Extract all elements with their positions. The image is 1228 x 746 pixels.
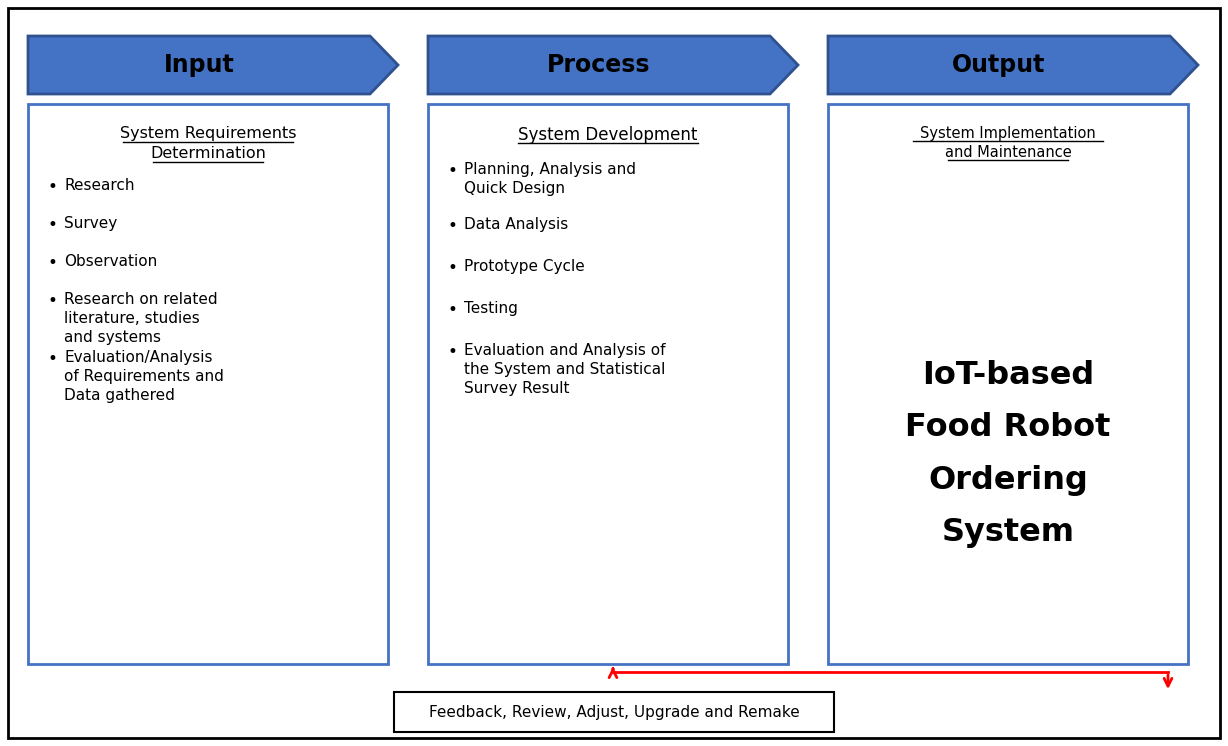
Text: •: •: [48, 216, 58, 234]
Text: Ordering: Ordering: [928, 465, 1088, 495]
FancyBboxPatch shape: [9, 8, 1219, 738]
Text: •: •: [48, 350, 58, 368]
Polygon shape: [429, 36, 798, 94]
Polygon shape: [28, 36, 398, 94]
Text: Data Analysis: Data Analysis: [464, 217, 569, 232]
Text: Determination: Determination: [150, 146, 266, 161]
Polygon shape: [828, 36, 1199, 94]
Text: Observation: Observation: [64, 254, 157, 269]
FancyBboxPatch shape: [828, 104, 1187, 664]
Text: Prototype Cycle: Prototype Cycle: [464, 259, 585, 274]
FancyBboxPatch shape: [394, 692, 834, 732]
Text: Evaluation/Analysis
of Requirements and
Data gathered: Evaluation/Analysis of Requirements and …: [64, 350, 223, 404]
Text: •: •: [448, 162, 458, 180]
Text: IoT-based: IoT-based: [922, 360, 1094, 392]
Text: •: •: [448, 217, 458, 235]
Text: System Requirements: System Requirements: [120, 126, 296, 141]
Text: Food Robot: Food Robot: [905, 413, 1110, 444]
Text: Research: Research: [64, 178, 135, 193]
Text: System: System: [942, 516, 1074, 548]
Text: Feedback, Review, Adjust, Upgrade and Remake: Feedback, Review, Adjust, Upgrade and Re…: [429, 704, 799, 719]
FancyBboxPatch shape: [429, 104, 788, 664]
Text: •: •: [448, 343, 458, 361]
Text: •: •: [448, 301, 458, 319]
Text: •: •: [48, 254, 58, 272]
Text: System Implementation: System Implementation: [920, 126, 1095, 141]
Text: Process: Process: [548, 53, 651, 77]
Text: •: •: [448, 259, 458, 277]
Text: •: •: [48, 178, 58, 196]
Text: •: •: [48, 292, 58, 310]
Text: Planning, Analysis and
Quick Design: Planning, Analysis and Quick Design: [464, 162, 636, 196]
Text: Output: Output: [952, 53, 1046, 77]
Text: Input: Input: [163, 53, 235, 77]
Text: System Development: System Development: [518, 126, 698, 144]
Text: and Maintenance: and Maintenance: [944, 145, 1071, 160]
Text: Testing: Testing: [464, 301, 518, 316]
Text: Survey: Survey: [64, 216, 117, 231]
Text: Evaluation and Analysis of
the System and Statistical
Survey Result: Evaluation and Analysis of the System an…: [464, 343, 666, 396]
Text: Research on related
literature, studies
and systems: Research on related literature, studies …: [64, 292, 217, 345]
FancyBboxPatch shape: [28, 104, 388, 664]
